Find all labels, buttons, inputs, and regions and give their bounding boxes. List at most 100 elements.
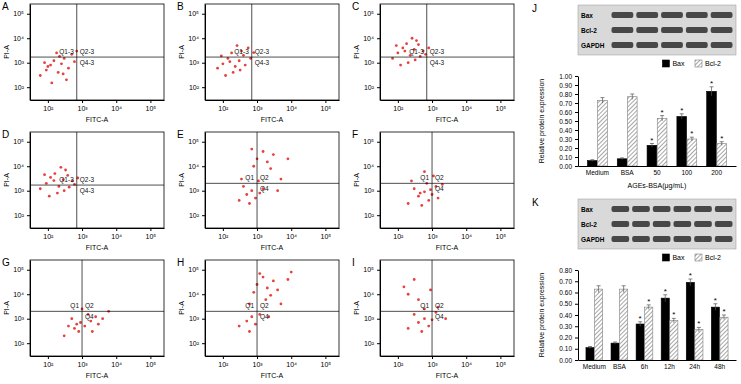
point [272, 153, 275, 156]
point [91, 330, 94, 333]
axis-line [381, 100, 515, 101]
tick: 10³ [427, 100, 438, 112]
tick: 0.10 [559, 154, 578, 161]
tick: 10⁴ [461, 228, 472, 240]
point [419, 55, 422, 58]
tick: 10⁴ [461, 100, 472, 112]
point [248, 330, 251, 333]
plot-frame [380, 4, 514, 100]
panel: 10²10³10⁴10⁵10²10³10⁴10⁵Q1Q2Q4HFITC-API-… [177, 257, 340, 379]
tick-label: 10⁵ [321, 233, 332, 240]
panel-letter: K [532, 197, 539, 208]
x-axis-title: FITC-A [436, 116, 459, 123]
point [65, 78, 68, 81]
tick-mark [377, 294, 380, 295]
point [429, 289, 432, 292]
plot-frame [205, 132, 339, 228]
tick: 0.20 [559, 145, 578, 152]
gate-line [432, 260, 433, 356]
annotation: * [639, 314, 642, 323]
tick: 0.00 [559, 163, 578, 170]
tick-label: 10² [14, 340, 25, 347]
error-bar [613, 342, 617, 344]
panel-letter: J [532, 3, 537, 14]
axis: 10²10³10⁴10⁵ [206, 228, 340, 240]
point [55, 52, 58, 55]
tick-mark [575, 85, 578, 86]
quadrant-label: Q1-3 [234, 48, 249, 56]
tick-mark [575, 360, 578, 361]
blot-band [612, 12, 634, 18]
x-axis-title: FITC-A [436, 372, 459, 379]
legend: BaxBcl-2 [662, 60, 721, 67]
tick-mark [202, 191, 205, 192]
point [262, 150, 265, 153]
tick-mark [500, 228, 501, 231]
axis: 10²10³10⁴10⁵ [13, 5, 30, 101]
tick-mark [575, 338, 578, 339]
tick: 10³ [364, 59, 380, 66]
point [252, 291, 255, 294]
tick-label: 0.60 [559, 289, 572, 296]
tick-label: 10⁵ [363, 138, 374, 145]
axis: 0.000.100.200.300.400.500.600.700.800.90… [559, 73, 578, 170]
y-axis-title: PI-A [353, 301, 360, 315]
tick: 10⁵ [146, 228, 157, 240]
gate-line [30, 311, 164, 312]
error-bar-cap [620, 157, 624, 158]
tick-mark [575, 349, 578, 350]
tick-label: 10³ [427, 105, 438, 112]
bar [586, 348, 594, 360]
tick: 50 [653, 166, 661, 176]
tick: 10³ [427, 228, 438, 240]
plot-frame [380, 260, 514, 356]
error-bar-stem [665, 295, 666, 302]
tick-mark [48, 356, 49, 359]
tick: 10² [364, 84, 380, 91]
tick: 10² [189, 340, 205, 347]
gate-line [30, 185, 164, 186]
tick: 10⁴ [363, 35, 380, 42]
plot-area [380, 260, 514, 356]
blot-band [686, 42, 708, 48]
y-axis-title: Relative protein expression [538, 79, 546, 164]
point [276, 189, 279, 192]
blot-band [612, 27, 634, 33]
panel: 10²10³10⁴10⁵10²10³10⁴10⁵Q1Q2Q4FFITC-API-… [352, 129, 515, 251]
series [595, 286, 729, 360]
axis-line [205, 133, 206, 229]
tick-label: 0.80 [559, 267, 572, 274]
tick-mark [466, 228, 467, 231]
point [266, 287, 269, 290]
x-axis-title: FITC-A [436, 244, 459, 251]
point [234, 65, 237, 68]
axis-line [380, 133, 381, 229]
tick-label: 10⁴ [363, 163, 374, 170]
panel: JBaxBcl-2GAPDH0.000.100.200.300.400.500.… [532, 3, 737, 190]
point [45, 69, 48, 72]
point [420, 330, 423, 333]
panel: 10²10³10⁴10⁵10²10³10⁴10⁵Q1Q2Q4GFITC-API-… [2, 257, 165, 379]
annotation: * [650, 136, 653, 145]
tick: 10² [14, 340, 30, 347]
point [417, 43, 420, 46]
point [414, 59, 417, 62]
tick-label: 10² [393, 233, 404, 240]
plot-area [205, 132, 339, 228]
tick: 10² [393, 100, 404, 112]
tick-label: Medium [586, 169, 609, 176]
tick: 10² [218, 228, 229, 240]
tick-label: 10⁴ [188, 291, 199, 298]
annotation: * [689, 271, 692, 280]
tick: 10⁴ [188, 291, 205, 298]
point [70, 317, 73, 320]
bar [707, 91, 717, 166]
axis: 10²10³10⁴10⁵ [31, 356, 165, 368]
tick: 0.30 [559, 323, 578, 330]
tick-mark [466, 100, 467, 103]
axis-line [380, 261, 381, 357]
tick-label: 10⁵ [321, 361, 332, 368]
tick: 0.60 [559, 289, 578, 296]
tick-mark [325, 100, 326, 103]
tick: 12h [664, 360, 675, 370]
